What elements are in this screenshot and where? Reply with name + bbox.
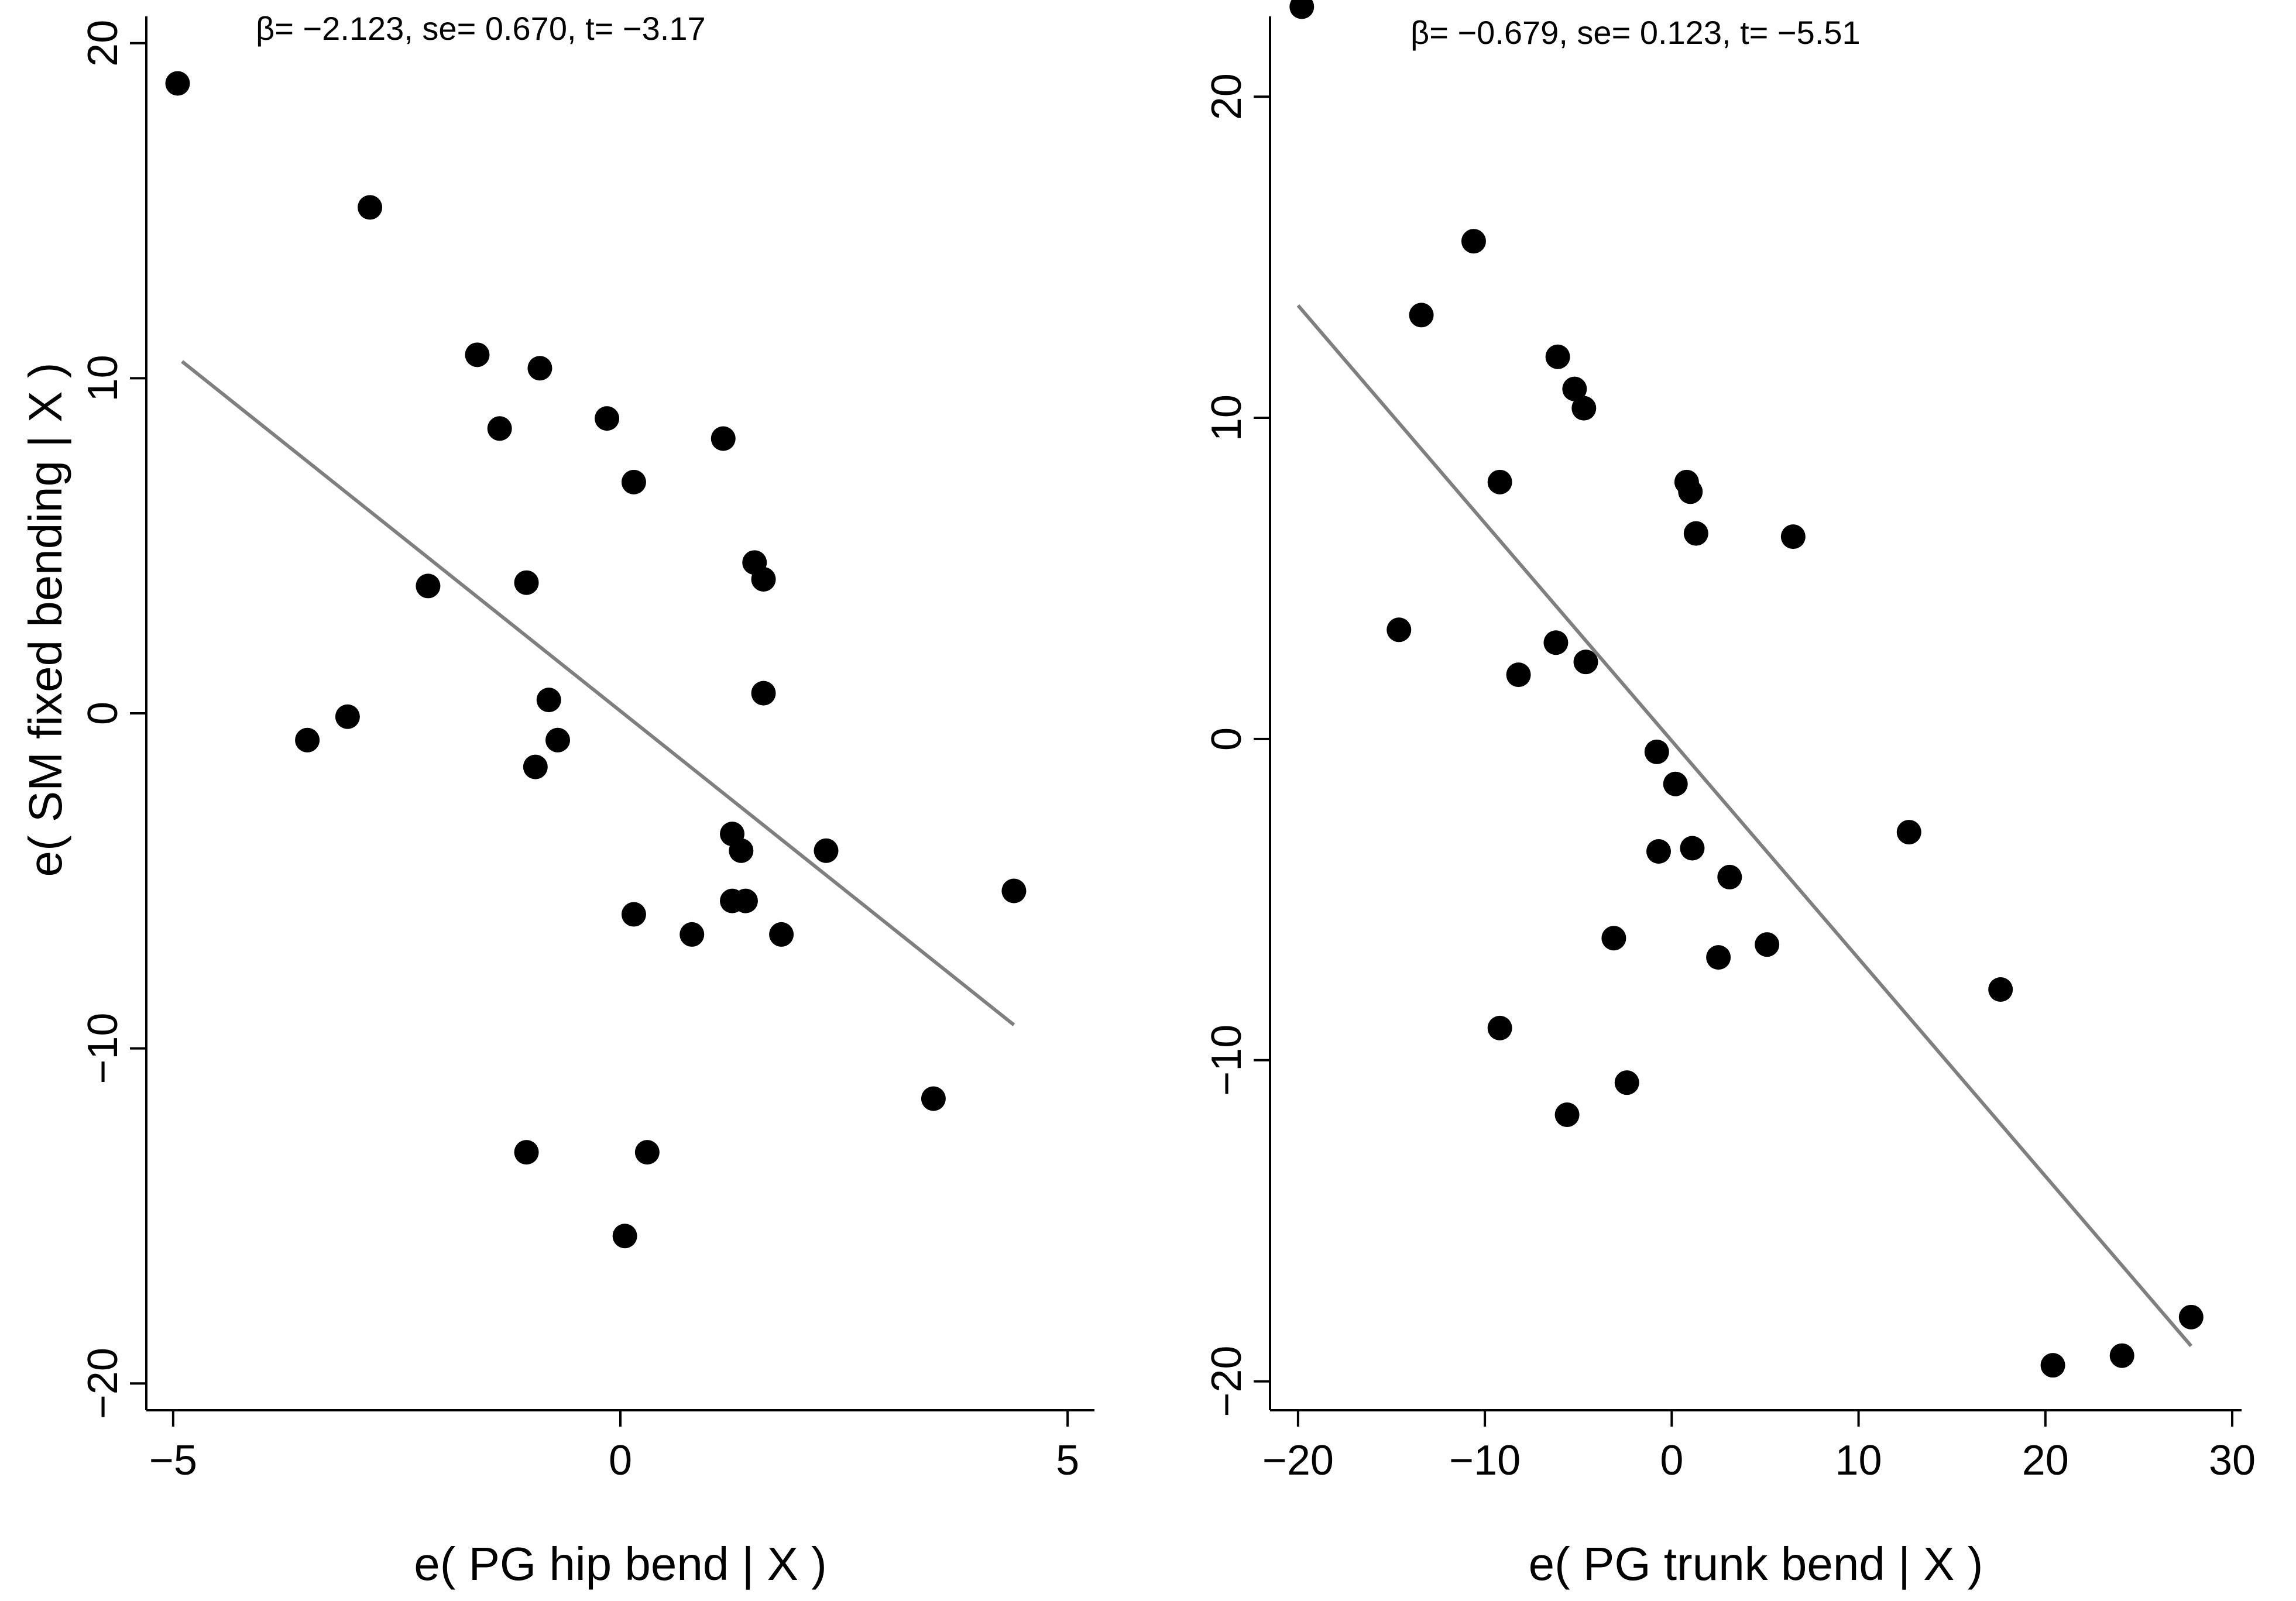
y-tick-label: 0 [1203,727,1250,751]
x-tick-label: −20 [1262,1437,1334,1484]
data-point [1409,303,1434,328]
right-scatter-points [1289,0,2204,1378]
data-point [536,688,561,713]
data-point [595,406,620,431]
y-tick-label: 20 [80,20,126,67]
data-point [1663,771,1688,796]
x-tick-label: −5 [149,1437,197,1484]
data-point [1644,739,1669,764]
left-x-axis-label: e( PG hip bend | X ) [414,1538,827,1590]
data-point [1683,521,1708,546]
data-point [1601,926,1626,951]
x-tick-label: 20 [2022,1437,2069,1484]
data-point [523,754,548,779]
data-point [1678,479,1703,504]
data-point [1554,1102,1580,1128]
x-tick-label: 0 [1660,1437,1683,1484]
data-point [1717,864,1742,889]
y-tick-label: −10 [1203,1025,1250,1096]
data-point [814,838,839,863]
data-point [2109,1343,2134,1368]
y-tick-label: 10 [80,355,126,401]
data-point [527,356,552,381]
data-point [733,888,758,913]
data-point [545,727,571,753]
x-tick-label: 30 [2209,1437,2256,1484]
left-fit-line [181,360,1015,1026]
data-point [295,727,320,753]
data-point [1896,820,1921,845]
data-point [2040,1353,2065,1378]
right-x-ticks: −20 −10 0 10 20 30 [1262,1410,2256,1484]
data-point [1562,376,1587,401]
left-panel: −20 −10 0 10 20 −5 0 5 β= −2.123, se= 0.670, t… [19,10,1094,1590]
left-scatter-points [165,71,1027,1249]
data-point [1487,469,1512,494]
data-point [514,1140,539,1165]
data-point [335,704,360,729]
data-point [769,922,794,947]
data-point [1386,617,1412,643]
data-point [514,570,539,595]
data-point [679,922,705,947]
data-point [1506,662,1531,688]
data-point [711,426,736,451]
data-point [416,573,441,599]
data-point [1487,1015,1512,1040]
data-point [1573,650,1598,675]
data-point [1646,839,1671,864]
data-point [729,838,754,863]
data-point [487,416,512,441]
data-point [1543,630,1569,655]
data-point [1001,878,1027,903]
left-y-axis-label: e( SM fixed bending | X ) [19,363,71,877]
y-tick-label: −20 [80,1348,126,1419]
data-point [621,902,646,927]
left-regression-annotation: β= −2.123, se= 0.670, t= −3.17 [256,10,706,47]
y-tick-label: 20 [1203,73,1250,120]
right-regression-annotation: β= −0.679, se= 0.123, t= −5.51 [1410,14,1861,51]
data-point [465,342,490,367]
data-point [1755,932,1780,957]
x-tick-label: 0 [609,1437,632,1484]
y-tick-label: 10 [1203,394,1250,441]
x-tick-label: −10 [1449,1437,1521,1484]
left-x-ticks: −5 0 5 [149,1410,1079,1484]
data-point [1706,945,1731,970]
data-point [1461,229,1486,254]
y-tick-label: 0 [80,702,126,725]
right-panel: −20 −10 0 10 20 −20 −10 0 10 20 30 β= −0.679, se=… [1203,0,2256,1590]
data-point [358,195,383,220]
right-fit-line [1296,304,2193,1348]
data-point [1780,524,1806,549]
data-point [1614,1070,1639,1095]
data-point [634,1140,660,1165]
left-y-ticks: −20 −10 0 10 20 [80,20,146,1419]
data-point [2178,1304,2204,1329]
data-point [1571,396,1597,421]
data-point [751,681,776,706]
data-point [612,1224,637,1249]
data-point [621,469,646,494]
y-tick-label: −20 [1203,1346,1250,1417]
x-tick-label: 5 [1056,1437,1079,1484]
x-tick-label: 10 [1835,1437,1882,1484]
data-point [1680,836,1705,861]
data-point [1545,344,1570,369]
right-y-ticks: −20 −10 0 10 20 [1203,73,1270,1417]
y-tick-label: −10 [80,1013,126,1084]
right-x-axis-label: e( PG trunk bend | X ) [1529,1538,1983,1590]
data-point [921,1086,946,1111]
data-point [751,566,776,592]
data-point [1289,0,1315,19]
data-point [1988,977,2013,1002]
data-point [165,71,190,96]
